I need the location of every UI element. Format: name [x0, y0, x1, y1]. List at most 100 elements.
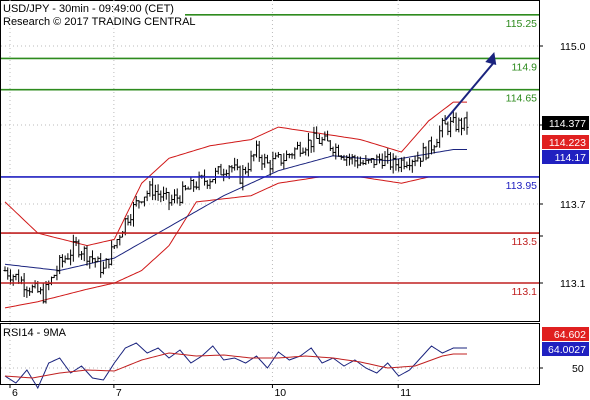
- rsi-value-badge-bg: [542, 342, 589, 356]
- candle: [197, 171, 201, 191]
- candle: [383, 151, 387, 167]
- candle: [222, 168, 226, 182]
- candle: [449, 116, 453, 138]
- candle: [33, 280, 37, 289]
- candle: [186, 186, 190, 190]
- candle: [296, 141, 300, 150]
- candle: [386, 148, 390, 164]
- support-resistance-levels: 115.25 114.9 114.65 113.95 113.5 113.1: [1, 14, 539, 298]
- rsi-lines: [4, 342, 467, 390]
- arrow-shaft: [444, 61, 496, 121]
- candle: [312, 126, 316, 153]
- candle: [413, 155, 417, 167]
- candle: [255, 140, 259, 158]
- candle: [249, 150, 253, 172]
- level-label: 113.5: [512, 236, 538, 248]
- candle: [145, 190, 149, 202]
- candle: [118, 234, 122, 246]
- rsi-9ma-line: [4, 352, 467, 379]
- candle: [334, 143, 338, 160]
- candle: [429, 136, 433, 155]
- candle: [435, 138, 439, 148]
- rsi-tick-label: 50: [572, 363, 584, 375]
- candle: [279, 154, 283, 166]
- y-tick-label: 115.0: [560, 41, 586, 53]
- candle: [90, 250, 94, 264]
- candle: [11, 274, 15, 286]
- candle: [244, 166, 248, 175]
- candle: [205, 180, 209, 189]
- candle: [328, 140, 332, 151]
- candle: [194, 181, 198, 190]
- candle: [112, 245, 116, 249]
- candle: [419, 157, 423, 167]
- rsi-panel-frame: [0, 323, 540, 385]
- candle: [462, 117, 466, 131]
- candle: [213, 167, 217, 184]
- candle: [170, 194, 174, 206]
- candle: [55, 265, 59, 281]
- candle: [440, 118, 444, 138]
- candle: [208, 178, 212, 190]
- x-tick-label: 10: [274, 387, 286, 399]
- bollinger-lower: [4, 176, 467, 309]
- candle: [424, 146, 428, 161]
- price-badges: 114.377 114.223 114.17 64.602 64.0027: [542, 116, 589, 356]
- candle: [14, 273, 18, 281]
- candle: [6, 267, 10, 280]
- bollinger-upper: [4, 101, 467, 247]
- candle: [233, 157, 237, 171]
- candle: [339, 154, 343, 160]
- candle: [317, 133, 321, 144]
- candle: [230, 165, 234, 173]
- candle: [71, 234, 75, 262]
- candle: [391, 153, 395, 174]
- candle: [183, 185, 187, 191]
- candle: [367, 159, 371, 164]
- candle: [80, 251, 84, 260]
- candle: [25, 286, 29, 298]
- candle: [140, 201, 144, 204]
- candle: [306, 132, 310, 157]
- level-label: 114.65: [506, 93, 537, 105]
- candle: [252, 153, 256, 162]
- candle: [388, 152, 392, 170]
- candle: [110, 240, 114, 266]
- grid-layer: [1, 0, 539, 384]
- level-label: 115.25: [506, 18, 537, 30]
- candle: [323, 131, 327, 141]
- candles: [3, 110, 469, 304]
- candle: [301, 147, 305, 155]
- last-price-badge: 114.377: [549, 118, 586, 130]
- candle: [30, 284, 34, 294]
- candle: [224, 169, 228, 177]
- candle: [99, 253, 103, 278]
- candle: [378, 153, 382, 164]
- candle: [172, 189, 176, 204]
- candle: [47, 280, 51, 291]
- candle: [131, 202, 135, 227]
- candle: [353, 154, 357, 167]
- candle: [331, 146, 335, 157]
- candle: [63, 255, 67, 264]
- candle: [268, 160, 272, 176]
- candle: [235, 158, 239, 171]
- level-label: 113.1: [512, 286, 538, 298]
- y-tick-label: 113.7: [560, 199, 586, 211]
- band-price-badge-bg: [542, 135, 589, 149]
- candle: [49, 276, 53, 286]
- candle: [39, 287, 43, 295]
- candle: [320, 136, 324, 146]
- last-price-badge-bg: [542, 116, 589, 130]
- x-tick-label: 11: [400, 387, 411, 399]
- candle: [460, 117, 464, 136]
- candle: [326, 130, 330, 142]
- candle: [28, 287, 32, 296]
- candle: [263, 153, 267, 168]
- candle: [175, 188, 179, 204]
- chart-subtitle: Research © 2017 TRADING CENTRAL: [3, 16, 196, 28]
- candle: [129, 214, 133, 226]
- candle: [304, 147, 308, 156]
- candle: [290, 152, 294, 159]
- candle: [337, 144, 341, 157]
